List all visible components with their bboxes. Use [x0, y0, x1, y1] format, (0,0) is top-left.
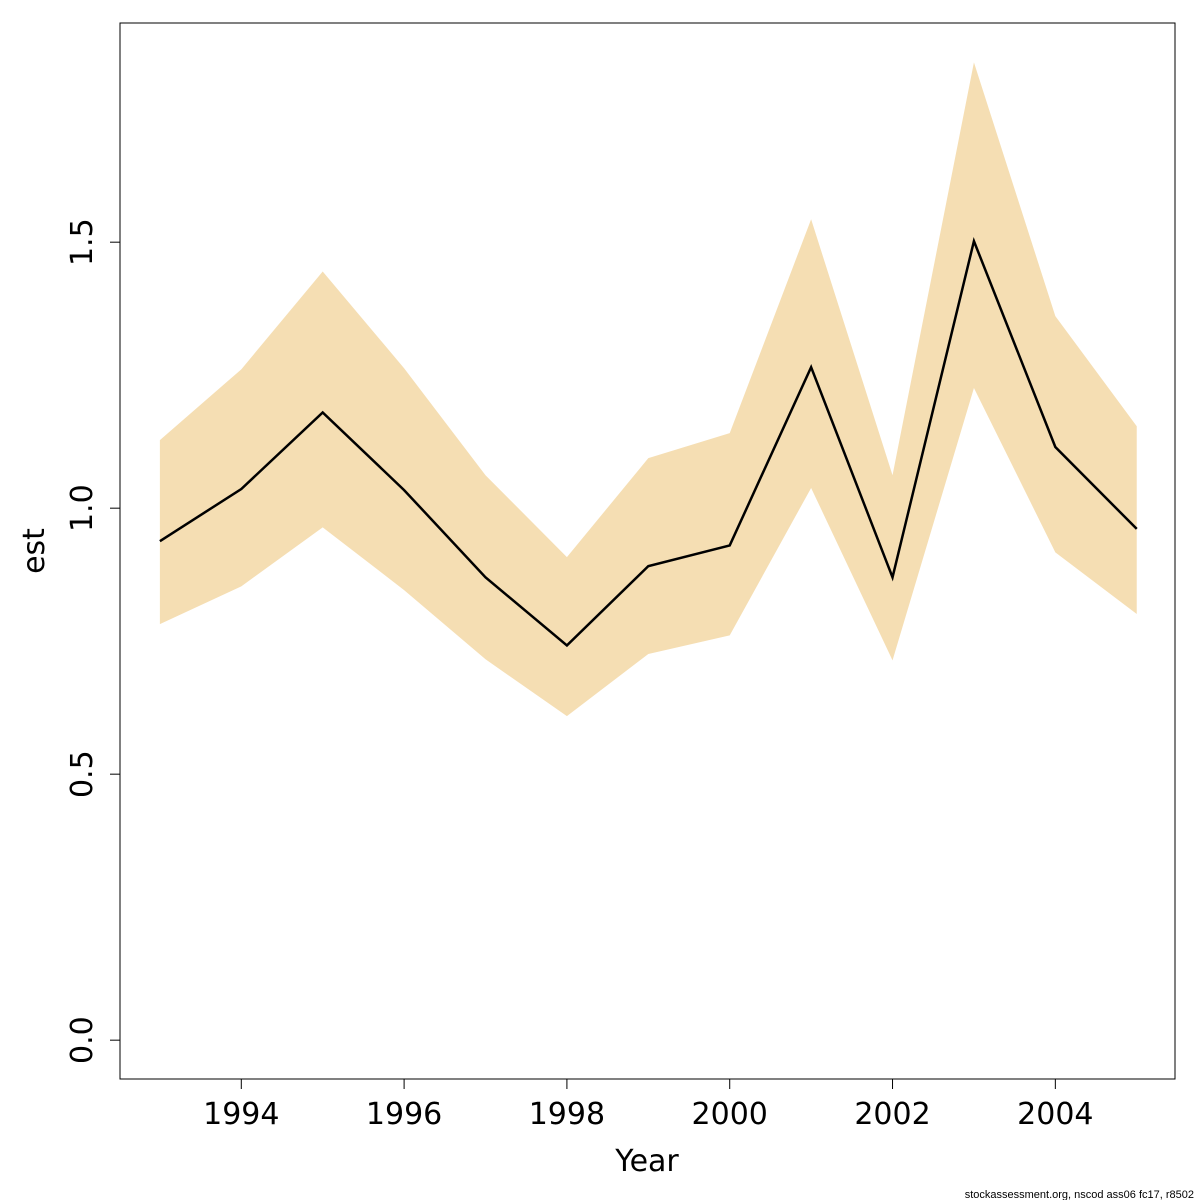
y-tick-label: 0.0 [65, 1016, 100, 1064]
x-tick-label: 2000 [692, 1097, 768, 1132]
x-tick-label: 2002 [854, 1097, 930, 1132]
series-line [159, 236, 1138, 648]
confidence-band [159, 62, 1137, 717]
y-axis: 0.0 0.5 1.0 1.5 [65, 218, 121, 1064]
x-axis: 1994 1996 1998 2000 2002 2004 [203, 1078, 1094, 1132]
footer-credit: stockassessment.org, nscod ass06 fc17, r… [965, 1189, 1194, 1200]
x-tick-label: 1996 [366, 1097, 442, 1132]
x-axis-label: Year [614, 1144, 679, 1179]
y-tick-label: 1.0 [65, 484, 100, 532]
y-tick-label: 1.5 [65, 218, 100, 266]
x-tick-label: 1994 [203, 1097, 279, 1132]
x-tick-label: 2004 [1017, 1097, 1093, 1132]
y-tick-label: 0.5 [65, 750, 100, 798]
x-tick-label: 1998 [529, 1097, 605, 1132]
y-axis-label: est [17, 528, 52, 574]
